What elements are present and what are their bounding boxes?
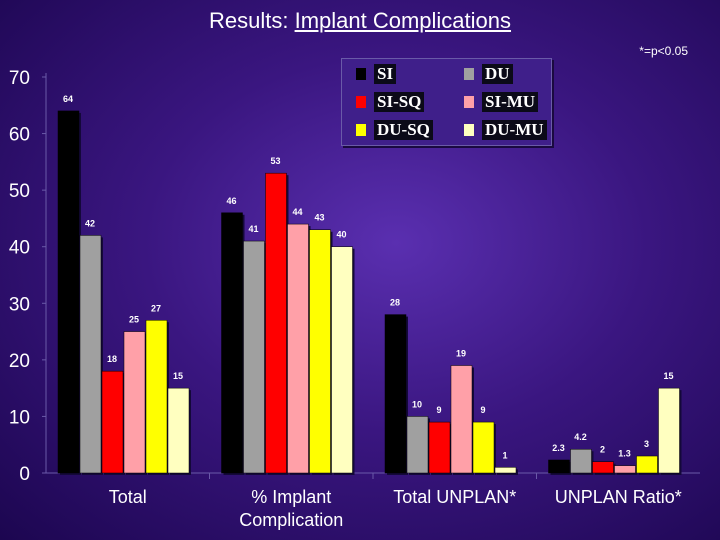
data-label: 40: [336, 230, 346, 240]
bar-du-3: [570, 448, 592, 474]
bar-du-sq-3: [636, 455, 658, 474]
data-label: 3: [644, 439, 649, 449]
data-label: 9: [436, 405, 441, 415]
data-label: 44: [292, 207, 302, 217]
legend-swatch: [464, 96, 474, 108]
bar-si-sq-0: [101, 370, 124, 474]
legend-label: SI-MU: [482, 92, 539, 112]
title-main: Implant Complications: [294, 8, 512, 33]
legend-swatch: [464, 68, 474, 80]
y-tick-label: 70: [9, 68, 30, 89]
data-label: 46: [226, 196, 236, 206]
x-category-label: UNPLAN Ratio*: [555, 487, 682, 507]
bar-du-mu-0: [167, 387, 190, 474]
x-category-label: Complication: [239, 510, 343, 530]
bar-du-2: [406, 416, 429, 474]
legend-label: SI: [374, 64, 397, 84]
legend-label: DU-SQ: [374, 120, 433, 140]
data-label: 28: [390, 298, 400, 308]
data-label: 41: [248, 224, 258, 234]
legend-swatch: [356, 96, 366, 108]
bar-du-sq-0: [145, 320, 168, 474]
legend: SI DU SI-SQ SI-MU DU-SQ DU-MU: [341, 58, 552, 146]
x-category-label: Total: [109, 487, 147, 507]
bar-si-1: [221, 212, 243, 474]
legend-label: DU-MU: [482, 120, 547, 140]
chart-title: Results: Implant Complications: [0, 8, 720, 34]
bar-du-mu-2: [494, 467, 517, 474]
data-label: 19: [456, 349, 466, 359]
bar-si-sq-3: [592, 461, 614, 474]
bar-du-sq-1: [309, 229, 331, 474]
data-label: 1.3: [618, 449, 631, 459]
y-tick-label: 10: [9, 407, 30, 428]
data-label: 15: [173, 371, 183, 381]
data-label: 18: [107, 354, 117, 364]
bar-si-mu-3: [614, 465, 636, 474]
bar-du-mu-3: [658, 387, 680, 474]
data-label: 9: [480, 405, 485, 415]
y-tick-label: 0: [19, 464, 30, 485]
bar-si-2: [384, 314, 407, 474]
y-tick-label: 40: [9, 238, 30, 259]
bar-du-sq-2: [472, 421, 495, 474]
title-prefix: Results:: [208, 8, 295, 33]
y-tick-label: 50: [9, 181, 30, 202]
y-tick-label: 30: [9, 294, 30, 315]
data-label: 2: [600, 445, 605, 455]
data-label: 2.3: [552, 443, 565, 453]
significance-note: *=p<0.05: [639, 44, 688, 58]
legend-label: SI-SQ: [374, 92, 425, 112]
legend-swatch: [356, 124, 366, 136]
data-label: 10: [412, 399, 422, 409]
bar-si-0: [57, 110, 80, 474]
legend-swatch: [356, 68, 366, 80]
data-label: 4.2: [574, 432, 587, 442]
bar-du-mu-1: [331, 246, 353, 474]
data-label: 25: [129, 315, 139, 325]
bar-si-mu-1: [287, 223, 309, 474]
bar-si-mu-2: [450, 365, 473, 474]
x-category-label: Total UNPLAN*: [393, 487, 516, 507]
bar-si-sq-2: [428, 421, 451, 474]
bar-du-1: [243, 240, 265, 474]
data-label: 15: [663, 371, 673, 381]
bar-si-mu-0: [123, 331, 146, 474]
legend-swatch: [464, 124, 474, 136]
data-label: 1: [502, 450, 507, 460]
bar-du-0: [79, 235, 102, 474]
y-tick-label: 20: [9, 351, 30, 372]
bar-si-3: [548, 459, 570, 474]
data-label: 43: [314, 213, 324, 223]
x-category-label: % Implant: [251, 487, 331, 507]
data-label: 53: [270, 156, 280, 166]
data-label: 64: [63, 94, 73, 104]
data-label: 42: [85, 218, 95, 228]
data-label: 27: [151, 303, 161, 313]
y-tick-label: 60: [9, 125, 30, 146]
legend-label: DU: [482, 64, 513, 84]
bar-si-sq-1: [265, 172, 287, 474]
